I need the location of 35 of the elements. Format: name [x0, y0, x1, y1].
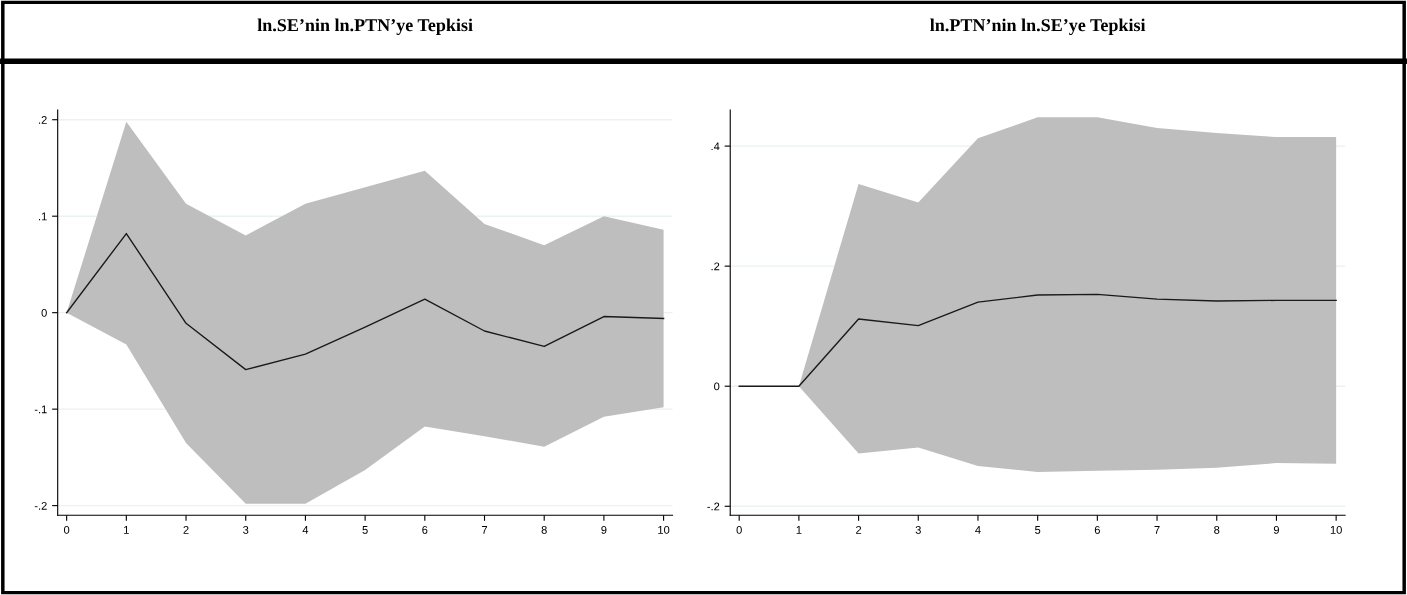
- x-tick-label: 7: [1154, 526, 1160, 534]
- x-tick-label: 4: [975, 526, 981, 534]
- x-tick-label: 4: [302, 526, 309, 534]
- x-tick-label: 9: [601, 525, 607, 534]
- x-tick-label: 5: [1035, 526, 1041, 534]
- x-tick-label: 7: [481, 526, 488, 534]
- x-tick-label: 10: [658, 525, 670, 534]
- y-tick-label: -.2: [707, 502, 720, 511]
- x-tick-label: 1: [796, 526, 802, 534]
- y-tick-label: 0: [714, 382, 720, 391]
- y-tick-label: .2: [39, 115, 47, 124]
- x-tick-label: 3: [243, 525, 249, 534]
- x-tick-label: 1: [124, 526, 129, 534]
- chart-title: ln.PTN’nin ln.SE’ye Tepkisi: [930, 18, 1146, 35]
- x-tick-label: 5: [362, 526, 368, 534]
- line-series: [738, 293, 1337, 387]
- x-tick-label: 3: [915, 525, 921, 534]
- x-tick-label: 8: [541, 525, 547, 534]
- y-tick-label: -.1: [34, 405, 47, 414]
- y-tick-label: .2: [711, 262, 720, 271]
- x-tick-label: 6: [1094, 525, 1100, 534]
- x-tick-label: 8: [1214, 525, 1220, 534]
- x-tick-label: 9: [1273, 525, 1280, 534]
- x-tick-label: 2: [856, 525, 862, 534]
- line-series: [65, 232, 665, 371]
- chart-title: ln.SE’nin ln.PTN’ye Tepkisi: [257, 18, 473, 35]
- x-tick-label: 0: [63, 525, 70, 534]
- y-tick-label: 0: [41, 308, 47, 317]
- x-tick-label: 2: [183, 525, 189, 534]
- x-tick-label: 10: [1330, 525, 1342, 534]
- y-tick-label: -.2: [34, 501, 47, 510]
- y-tick-label: .4: [711, 142, 720, 151]
- y-tick-label: .1: [39, 212, 47, 221]
- x-tick-label: 6: [422, 525, 428, 534]
- x-tick-label: 0: [736, 525, 742, 534]
